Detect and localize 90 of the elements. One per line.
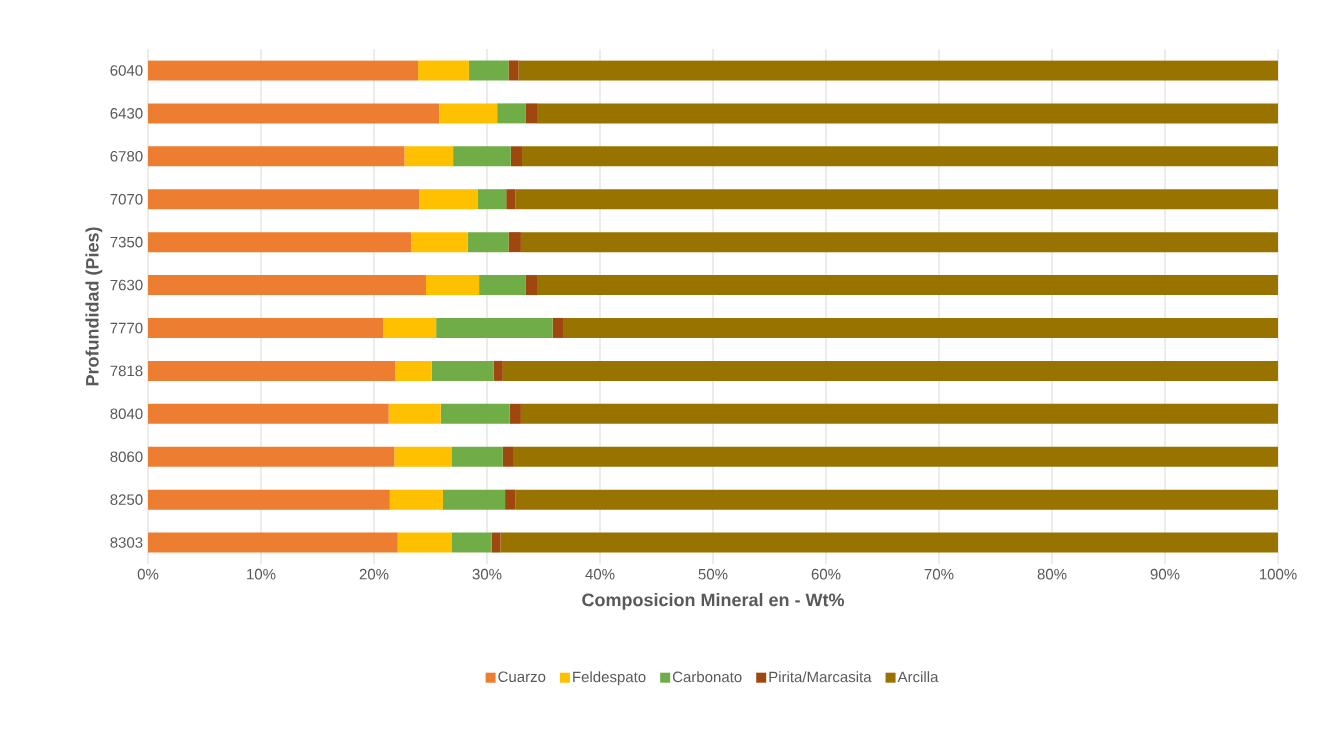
bar bbox=[467, 232, 509, 253]
bar bbox=[148, 103, 440, 124]
bar bbox=[515, 489, 1278, 510]
bar bbox=[518, 60, 1278, 81]
bar bbox=[508, 60, 519, 81]
x-axis-title: Composicion Mineral en - Wt% bbox=[582, 593, 845, 610]
bar bbox=[148, 146, 405, 167]
x-tick-label: 70% bbox=[924, 568, 954, 580]
bar bbox=[418, 60, 469, 81]
bar bbox=[383, 317, 437, 338]
bar bbox=[512, 446, 1278, 467]
bar bbox=[537, 275, 1278, 296]
bar bbox=[453, 146, 511, 167]
bar bbox=[397, 532, 452, 553]
bar bbox=[537, 103, 1278, 124]
bar bbox=[525, 103, 538, 124]
y-tick-label: 7350 bbox=[110, 236, 143, 248]
x-tick-label: 100% bbox=[1259, 568, 1297, 580]
y-tick-label: 8250 bbox=[110, 494, 143, 505]
bar bbox=[522, 146, 1278, 167]
bar bbox=[436, 317, 553, 338]
bar bbox=[148, 189, 420, 210]
bar bbox=[148, 532, 398, 553]
y-tick-label: 8040 bbox=[110, 408, 143, 420]
x-tick-label: 90% bbox=[1150, 568, 1180, 580]
legend-label: Carbonato bbox=[672, 671, 742, 683]
bar bbox=[148, 446, 395, 467]
y-axis-title: Profundidad (Pies) bbox=[85, 227, 103, 386]
bar bbox=[515, 189, 1278, 210]
y-tick-label: 7818 bbox=[110, 365, 143, 377]
legend-label: Cuarzo bbox=[498, 671, 546, 683]
bar bbox=[148, 60, 419, 81]
bar bbox=[419, 189, 478, 210]
y-tick-label: 7770 bbox=[110, 322, 143, 334]
bar bbox=[468, 60, 509, 81]
bar bbox=[442, 489, 506, 510]
bar bbox=[502, 446, 513, 467]
bar bbox=[148, 360, 396, 381]
x-tick-label: 10% bbox=[247, 568, 276, 580]
bar bbox=[563, 317, 1278, 338]
y-tick-label: 7070 bbox=[110, 193, 143, 205]
legend-label: Feldespato bbox=[573, 671, 646, 686]
x-tick-label: 30% bbox=[472, 568, 502, 580]
bar bbox=[451, 446, 503, 467]
bar bbox=[506, 189, 516, 210]
bar bbox=[493, 360, 503, 381]
bar bbox=[411, 232, 468, 253]
y-tick-label: 8060 bbox=[110, 451, 143, 463]
bar bbox=[451, 532, 492, 553]
bar bbox=[440, 403, 510, 424]
bar bbox=[388, 403, 441, 424]
bar bbox=[148, 232, 412, 253]
x-tick-label: 60% bbox=[811, 568, 841, 580]
x-tick-label: 50% bbox=[698, 568, 728, 580]
bar bbox=[148, 489, 390, 510]
bar bbox=[497, 103, 526, 124]
bar bbox=[520, 403, 1278, 424]
x-tick-label: 20% bbox=[359, 568, 389, 580]
x-tick-label: 0% bbox=[137, 568, 159, 580]
legend-label: Pirita/Marcasita bbox=[769, 671, 872, 683]
bar bbox=[520, 232, 1278, 253]
bar bbox=[477, 189, 507, 210]
bar bbox=[479, 275, 526, 296]
bar bbox=[525, 275, 538, 296]
bar bbox=[425, 275, 480, 296]
bar bbox=[394, 446, 452, 467]
bar bbox=[552, 317, 564, 338]
bar bbox=[148, 317, 384, 338]
bar bbox=[505, 489, 516, 510]
bar bbox=[491, 532, 501, 553]
bar bbox=[509, 403, 521, 424]
legend-label: Arcilla bbox=[897, 671, 939, 683]
bar bbox=[148, 403, 389, 424]
x-tick-label: 40% bbox=[585, 568, 615, 580]
y-tick-label: 8303 bbox=[110, 537, 143, 548]
bar bbox=[404, 146, 454, 167]
bar bbox=[431, 360, 494, 381]
y-tick-label: 6430 bbox=[110, 108, 143, 119]
bar bbox=[389, 489, 443, 510]
x-tick-label: 80% bbox=[1037, 568, 1067, 580]
bar bbox=[508, 232, 521, 253]
bar bbox=[395, 360, 432, 381]
bar bbox=[510, 146, 523, 167]
y-tick-label: 7630 bbox=[110, 279, 143, 291]
bar bbox=[439, 103, 498, 124]
bar bbox=[148, 275, 426, 296]
y-tick-label: 6780 bbox=[110, 150, 143, 162]
y-tick-label: 6040 bbox=[110, 65, 143, 76]
bar bbox=[502, 360, 1278, 381]
bar bbox=[500, 532, 1278, 553]
